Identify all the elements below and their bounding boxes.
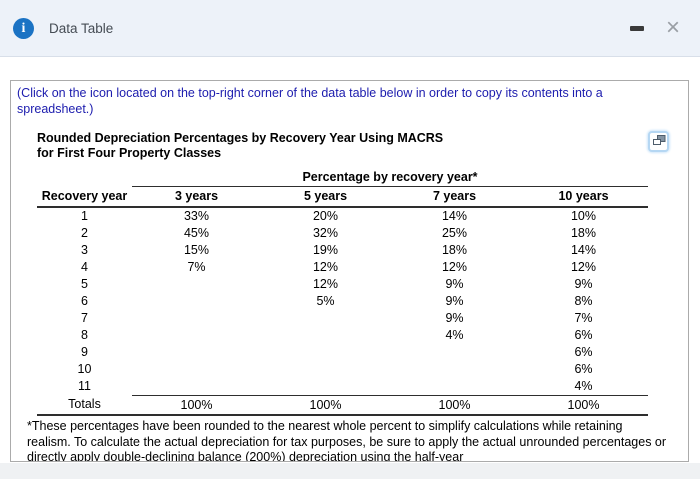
- cell: 1: [81, 209, 88, 223]
- cell: [390, 344, 519, 361]
- cell: 7%: [574, 311, 593, 325]
- cell: [132, 361, 261, 378]
- cell: [261, 327, 390, 344]
- column-header-5-years: 5 years: [261, 186, 390, 208]
- cell: [132, 310, 261, 327]
- content-panel: (Click on the icon located on the top-ri…: [10, 80, 689, 462]
- footnote-text: *These percentages have been rounded to …: [27, 419, 667, 462]
- table-row: 6 5% 9% 8%: [37, 293, 648, 310]
- group-header: Percentage by recovery year*: [132, 168, 648, 187]
- cell: 6%: [574, 345, 593, 359]
- table-row: 11 4%: [37, 378, 648, 396]
- instruction-text: (Click on the icon located on the top-ri…: [17, 86, 603, 116]
- close-icon: ×: [665, 14, 680, 41]
- cell: 6: [81, 294, 88, 308]
- page-background-strip: [0, 463, 700, 479]
- cell: 4: [81, 260, 88, 274]
- dialog-title: Data Table: [49, 20, 114, 36]
- cell: [261, 361, 390, 378]
- cell: [261, 378, 390, 396]
- cell: 45%: [183, 226, 210, 240]
- cell: 11: [78, 379, 91, 394]
- dialog-titlebar: i Data Table ×: [0, 0, 700, 57]
- cell: 32%: [312, 226, 339, 240]
- close-button[interactable]: ×: [662, 14, 684, 41]
- cell: [132, 327, 261, 344]
- column-header-10-years: 10 years: [519, 186, 648, 208]
- minimize-icon: [630, 25, 644, 31]
- cell: 6%: [574, 328, 593, 342]
- cell: 15%: [183, 243, 210, 257]
- table-row: 7 9% 7%: [37, 310, 648, 327]
- cell: 10: [77, 362, 92, 376]
- group-header-row: Percentage by recovery year*: [37, 168, 648, 187]
- table-area: Rounded Depreciation Percentages by Reco…: [27, 131, 669, 461]
- cell: [132, 293, 261, 310]
- totals-row: Totals 100% 100% 100% 100%: [37, 395, 648, 416]
- cell: 18%: [570, 226, 597, 240]
- table-row: 10 6%: [37, 361, 648, 378]
- cell: 19%: [312, 243, 339, 257]
- cell: 8%: [574, 294, 593, 308]
- totals-cell: 100%: [261, 395, 390, 416]
- spacer-cell: [37, 168, 132, 187]
- totals-label: Totals: [37, 395, 132, 416]
- cell: [261, 310, 390, 327]
- cell: 14%: [570, 243, 597, 257]
- cell: 9%: [445, 294, 464, 308]
- cell: 2: [81, 226, 88, 240]
- cell: 20%: [312, 209, 339, 223]
- cell: 14%: [441, 209, 468, 223]
- table-row: 2 45% 32% 25% 18%: [37, 225, 648, 242]
- cell: 9: [81, 345, 88, 359]
- cell: 4%: [574, 379, 593, 393]
- column-header-3-years: 3 years: [132, 186, 261, 208]
- column-header-7-years: 7 years: [390, 186, 519, 208]
- table-row: 8 4% 6%: [37, 327, 648, 344]
- copy-icon: [652, 135, 665, 145]
- cell: 8: [81, 328, 88, 342]
- cell: [132, 276, 261, 293]
- cell: [390, 361, 519, 378]
- copy-to-spreadsheet-button[interactable]: [648, 131, 669, 152]
- table-row: 1 33% 20% 14% 10%: [37, 207, 648, 225]
- cell: 18%: [441, 243, 468, 257]
- cell: 3: [81, 243, 88, 257]
- totals-cell: 100%: [519, 395, 648, 416]
- cell: 4%: [445, 328, 464, 342]
- table-title: Rounded Depreciation Percentages by Reco…: [37, 131, 444, 160]
- totals-cell: 100%: [390, 395, 519, 416]
- cell: 12%: [312, 277, 339, 291]
- cell: 9%: [445, 311, 464, 325]
- cell: [132, 378, 261, 396]
- minimize-button[interactable]: [626, 17, 648, 39]
- table-row: 9 6%: [37, 344, 648, 361]
- table-row: 5 12% 9% 9%: [37, 276, 648, 293]
- cell: 9%: [574, 277, 593, 291]
- table-row: 3 15% 19% 18% 14%: [37, 242, 648, 259]
- cell: 25%: [441, 226, 468, 240]
- cell: 9%: [445, 277, 464, 291]
- cell: 12%: [570, 260, 597, 274]
- info-icon: i: [13, 17, 34, 39]
- table-row: 4 7% 12% 12% 12%: [37, 259, 648, 276]
- cell: 6%: [574, 362, 593, 376]
- cell: [390, 378, 519, 396]
- cell: 5%: [316, 294, 335, 308]
- cell: 12%: [312, 260, 339, 274]
- column-header-recovery-year: Recovery year: [37, 186, 132, 208]
- cell: [261, 344, 390, 361]
- totals-cell: 100%: [132, 395, 261, 416]
- cell: 7%: [187, 260, 206, 274]
- cell: 5: [81, 277, 88, 291]
- column-header-row: Recovery year 3 years 5 years 7 years 10…: [37, 186, 648, 208]
- depreciation-table: Percentage by recovery year* Recovery ye…: [37, 168, 648, 416]
- cell: 10%: [570, 209, 597, 223]
- window-controls: ×: [626, 14, 684, 41]
- cell: 7: [81, 311, 88, 325]
- cell: 33%: [183, 209, 210, 223]
- cell: [132, 344, 261, 361]
- cell: 12%: [441, 260, 468, 274]
